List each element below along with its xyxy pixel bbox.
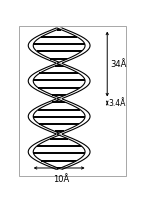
Text: 34Å: 34Å: [111, 60, 127, 69]
Text: 3.4Å: 3.4Å: [108, 99, 126, 108]
Text: 10Å: 10Å: [53, 175, 70, 184]
